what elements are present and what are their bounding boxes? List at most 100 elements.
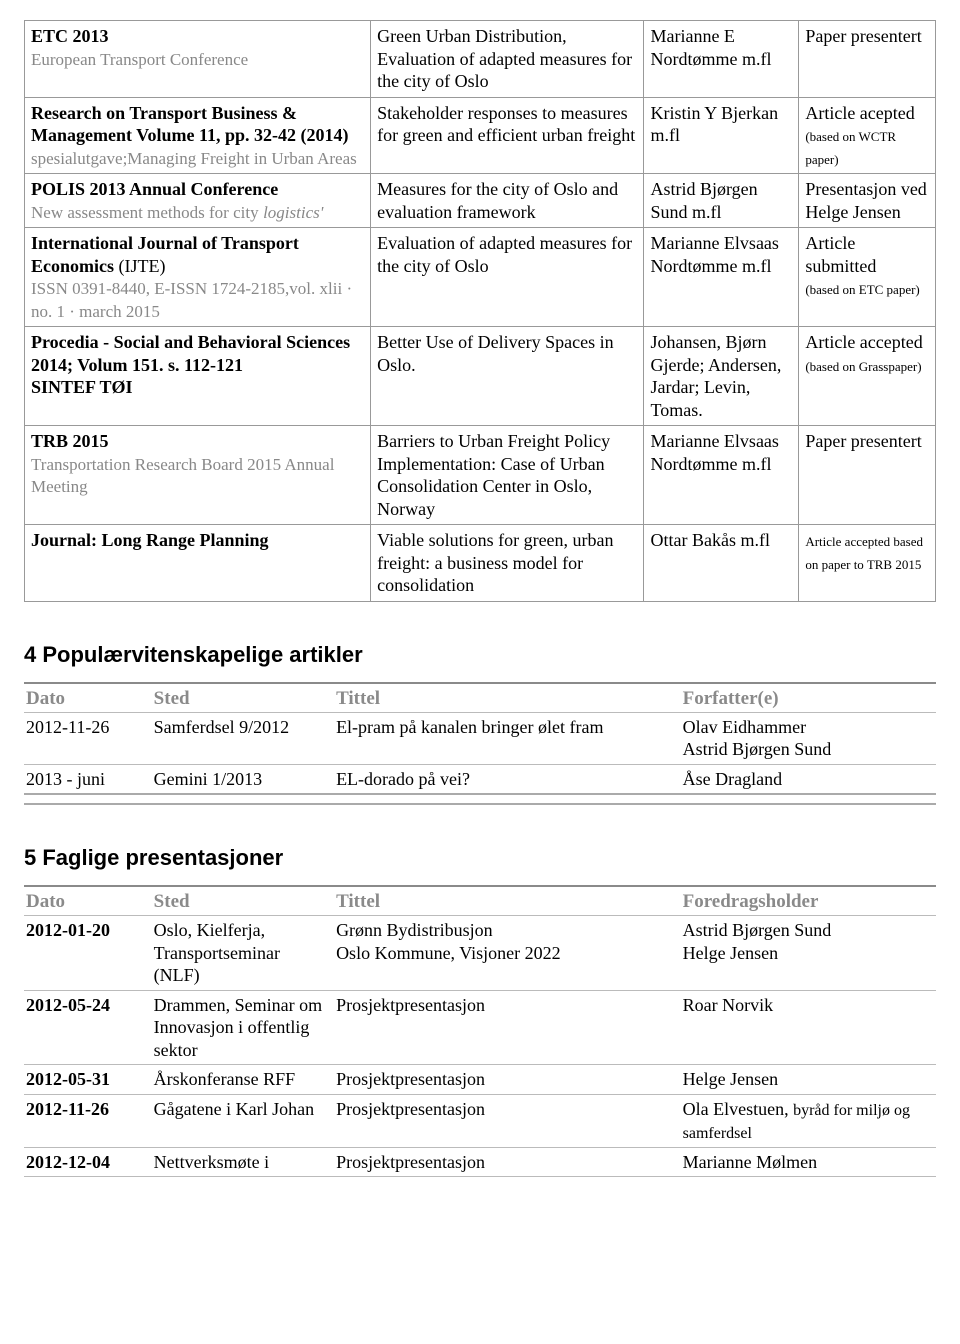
sted-cell: Nettverksmøte i <box>152 1147 334 1177</box>
venue-title: Procedia - Social and Behavioral Science… <box>31 332 350 397</box>
sted-cell: Samferdsel 9/2012 <box>152 712 334 764</box>
title-cell: Measures for the city of Oslo and evalua… <box>371 174 644 228</box>
status-note: (based on ETC paper) <box>805 282 919 297</box>
status-text: Presentasjon ved Helge Jensen <box>805 179 926 222</box>
table-row: 2013 - juni Gemini 1/2013 EL-dorado på v… <box>24 764 936 794</box>
author-cell: Marianne E Nordtømme m.fl <box>644 21 799 98</box>
status-text: Paper presentert <box>805 431 921 451</box>
dato-cell: 2012-12-04 <box>24 1147 152 1177</box>
venue-cell: ETC 2013 European Transport Conference <box>25 21 371 98</box>
foredrag-cell: Ola Elvestuen, byråd for miljø og samfer… <box>681 1094 936 1147</box>
author-cell: Marianne Elvsaas Nordtømme m.fl <box>644 426 799 525</box>
foredrag-cell: Helge Jensen <box>681 1065 936 1095</box>
title-cell: Evaluation of adapted measures for the c… <box>371 228 644 327</box>
venue-title: POLIS 2013 Annual Conference <box>31 179 278 199</box>
venue-title: Research on Transport Business & Managem… <box>31 103 349 146</box>
table-row: 2012-01-20 Oslo, Kielferja, Transportsem… <box>24 916 936 991</box>
status-text: Paper presentert <box>805 26 921 46</box>
section5-table: Dato Sted Tittel Foredragsholder 2012-01… <box>24 885 936 1177</box>
table-row: International Journal of Transport Econo… <box>25 228 936 327</box>
status-cell: Article acepted (based on WCTR paper) <box>799 97 936 174</box>
venue-sub: spesialutgave;Managing Freight in Urban … <box>31 149 357 168</box>
section5-heading: 5 Faglige presentasjoner <box>24 845 936 871</box>
dato-cell: 2012-01-20 <box>24 916 152 991</box>
status-cell: Article accepted based on paper to TRB 2… <box>799 525 936 602</box>
venue-cell: Research on Transport Business & Managem… <box>25 97 371 174</box>
table-row: 2012-11-26 Gågatene i Karl Johan Prosjek… <box>24 1094 936 1147</box>
table-row: 2012-11-26 Samferdsel 9/2012 El-pram på … <box>24 712 936 764</box>
venue-sub-italic: logistics' <box>263 203 323 222</box>
status-cell: Paper presentert <box>799 426 936 525</box>
col-forfatter: Forfatter(e) <box>681 683 936 713</box>
author-cell: Marianne Elvsaas Nordtømme m.fl <box>644 228 799 327</box>
sted-cell: Oslo, Kielferja, Transportseminar (NLF) <box>152 916 334 991</box>
author-cell: Kristin Y Bjerkan m.fl <box>644 97 799 174</box>
venue-sub: New assessment methods for city <box>31 203 259 222</box>
table-row: 2012-12-04 Nettverksmøte i Prosjektprese… <box>24 1147 936 1177</box>
venue-sub: European Transport Conference <box>31 50 248 69</box>
sted-cell: Gemini 1/2013 <box>152 764 334 794</box>
venue-title: TRB 2015 <box>31 431 109 451</box>
col-foredragsholder: Foredragsholder <box>681 886 936 916</box>
section4-heading: 4 Populærvitenskapelige artikler <box>24 642 936 668</box>
table-row: 2012-05-24 Drammen, Seminar om Innovasjo… <box>24 990 936 1065</box>
author-cell: Johansen, Bjørn Gjerde; Andersen, Jardar… <box>644 327 799 426</box>
section4-table: Dato Sted Tittel Forfatter(e) 2012-11-26… <box>24 682 936 796</box>
foredrag-cell: Marianne Mølmen <box>681 1147 936 1177</box>
sted-cell: Gågatene i Karl Johan <box>152 1094 334 1147</box>
table-footer-rule <box>24 803 936 805</box>
dato-cell: 2013 - juni <box>24 764 152 794</box>
dato-cell: 2012-05-24 <box>24 990 152 1065</box>
title-cell: Better Use of Delivery Spaces in Oslo. <box>371 327 644 426</box>
table-row: POLIS 2013 Annual Conference New assessm… <box>25 174 936 228</box>
col-dato: Dato <box>24 886 152 916</box>
col-tittel: Tittel <box>334 886 681 916</box>
title-cell: Barriers to Urban Freight Policy Impleme… <box>371 426 644 525</box>
foredrag-cell: Astrid Bjørgen Sund Helge Jensen <box>681 916 936 991</box>
venue-cell: POLIS 2013 Annual Conference New assessm… <box>25 174 371 228</box>
venue-title-tail: (IJTE) <box>114 256 165 276</box>
venue-sub: Transportation Research Board 2015 Annua… <box>31 455 334 497</box>
tittel-cell: El-pram på kanalen bringer ølet fram <box>334 712 681 764</box>
table-row: Journal: Long Range Planning Viable solu… <box>25 525 936 602</box>
forfatter-cell: Olav Eidhammer Astrid Bjørgen Sund <box>681 712 936 764</box>
tittel-cell: Prosjektpresentasjon <box>334 990 681 1065</box>
dato-cell: 2012-05-31 <box>24 1065 152 1095</box>
col-dato: Dato <box>24 683 152 713</box>
venue-title: ETC 2013 <box>31 26 109 46</box>
table-header-row: Dato Sted Tittel Forfatter(e) <box>24 683 936 713</box>
author-cell: Ottar Bakås m.fl <box>644 525 799 602</box>
tittel-cell: Grønn Bydistribusjon Oslo Kommune, Visjo… <box>334 916 681 991</box>
dato-cell: 2012-11-26 <box>24 1094 152 1147</box>
venue-title: Journal: Long Range Planning <box>31 530 269 550</box>
forfatter-cell: Åse Dragland <box>681 764 936 794</box>
table-row: Research on Transport Business & Managem… <box>25 97 936 174</box>
venue-sub: ISSN 0391-8440, E-ISSN 1724-2185,vol. xl… <box>31 279 352 321</box>
table-row: TRB 2015 Transportation Research Board 2… <box>25 426 936 525</box>
status-text: Article submitted <box>805 233 876 276</box>
col-sted: Sted <box>152 886 334 916</box>
venue-cell: Procedia - Social and Behavioral Science… <box>25 327 371 426</box>
title-cell: Stakeholder responses to measures for gr… <box>371 97 644 174</box>
sted-cell: Drammen, Seminar om Innovasjon i offentl… <box>152 990 334 1065</box>
table-row: ETC 2013 European Transport Conference G… <box>25 21 936 98</box>
table-row: Procedia - Social and Behavioral Science… <box>25 327 936 426</box>
col-sted: Sted <box>152 683 334 713</box>
status-text: Article accepted <box>805 332 922 352</box>
foredrag-cell: Roar Norvik <box>681 990 936 1065</box>
venue-cell: International Journal of Transport Econo… <box>25 228 371 327</box>
status-text-small: Article accepted based on paper to TRB 2… <box>805 534 923 572</box>
sted-cell: Årskonferanse RFF <box>152 1065 334 1095</box>
title-cell: Green Urban Distribution, Evaluation of … <box>371 21 644 98</box>
venue-cell: Journal: Long Range Planning <box>25 525 371 602</box>
author-cell: Astrid Bjørgen Sund m.fl <box>644 174 799 228</box>
publications-table: ETC 2013 European Transport Conference G… <box>24 20 936 602</box>
status-text: Article acepted <box>805 103 914 123</box>
tittel-cell: Prosjektpresentasjon <box>334 1147 681 1177</box>
dato-cell: 2012-11-26 <box>24 712 152 764</box>
status-cell: Presentasjon ved Helge Jensen <box>799 174 936 228</box>
status-cell: Article accepted (based on Grasspaper) <box>799 327 936 426</box>
tittel-cell: EL-dorado på vei? <box>334 764 681 794</box>
title-cell: Viable solutions for green, urban freigh… <box>371 525 644 602</box>
foredrag-main: Ola Elvestuen, <box>683 1099 793 1119</box>
